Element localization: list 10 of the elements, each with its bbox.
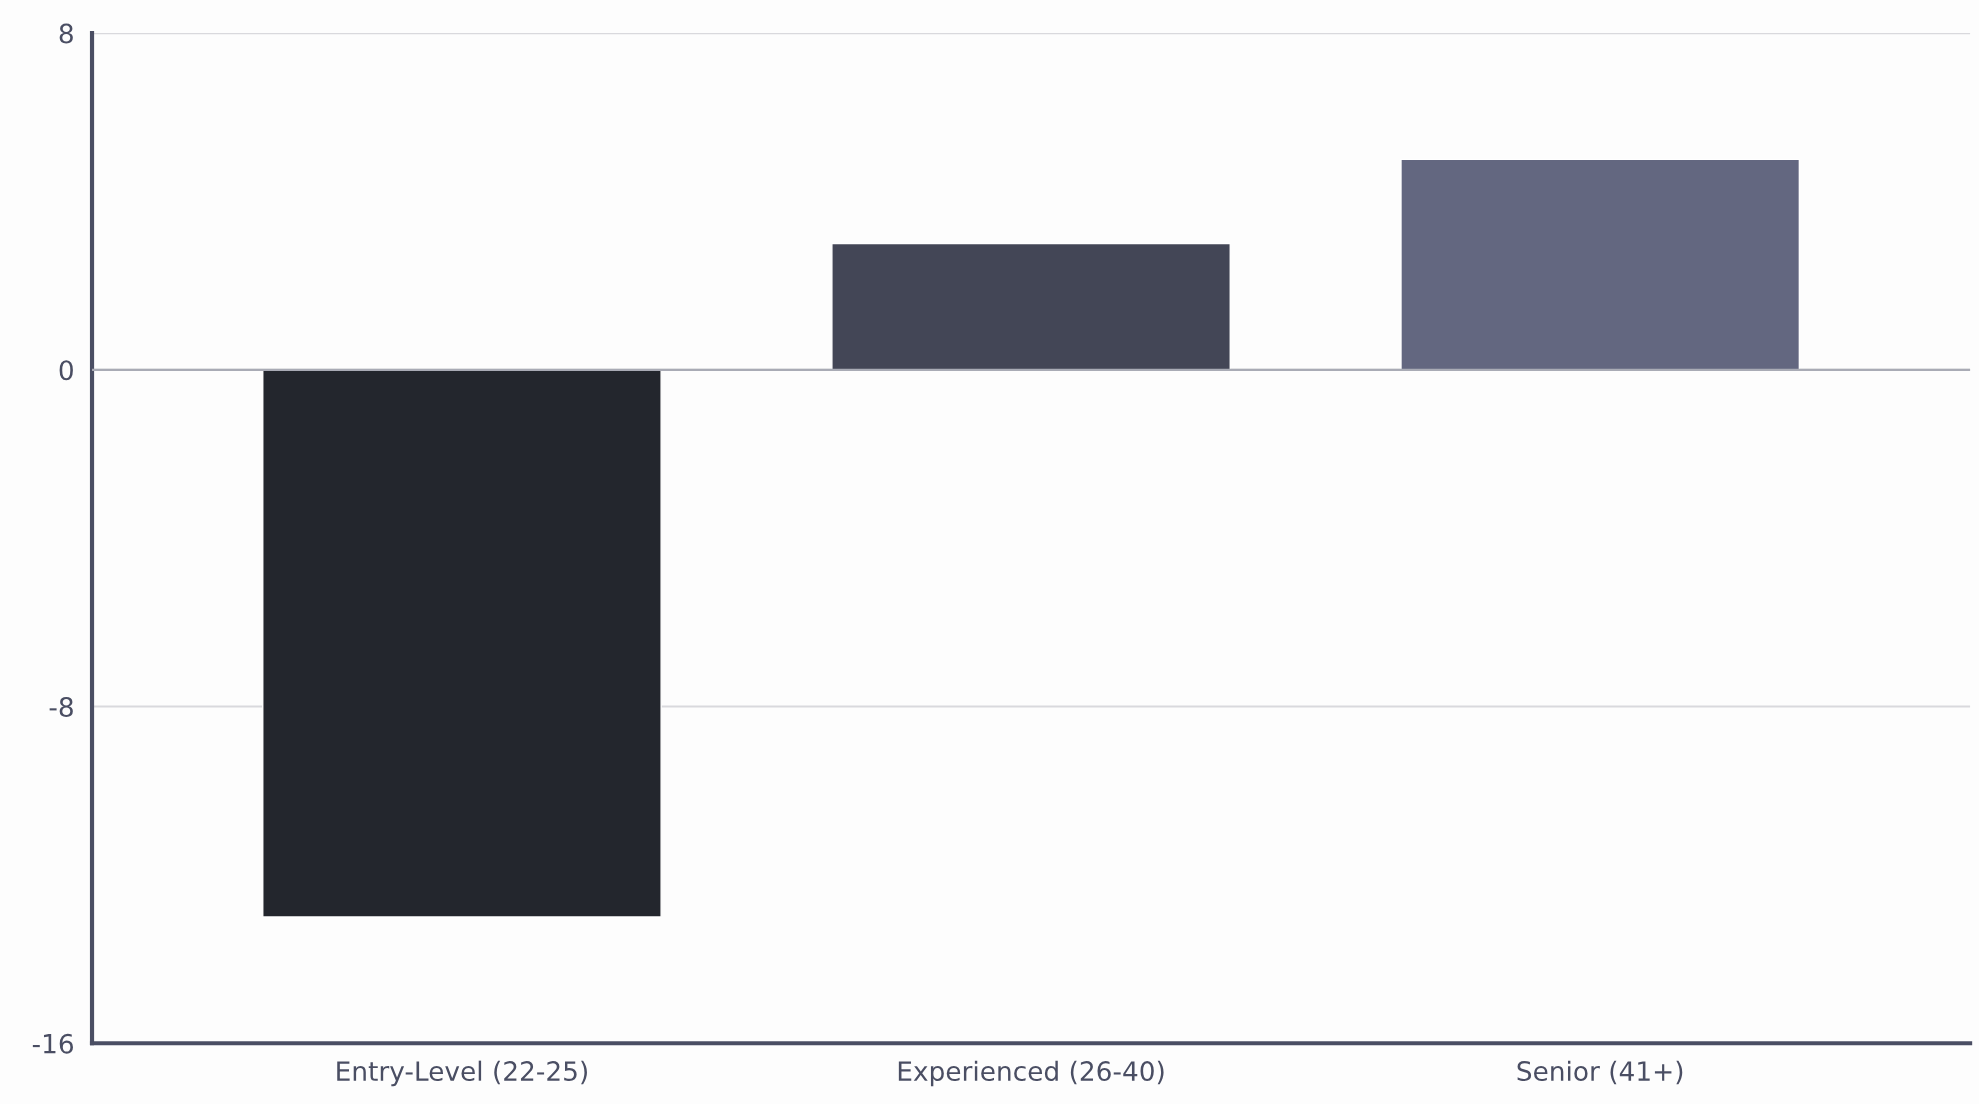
y-tick-label: -8 <box>49 697 73 717</box>
x-tick-label: Experienced (26-40) <box>898 1060 1164 1087</box>
bar <box>262 369 662 918</box>
y-tick-label: 8 <box>59 23 73 44</box>
y-tick-label: 0 <box>59 360 73 381</box>
x-tick-label: Entry-Level (22-25) <box>337 1060 587 1087</box>
y-tick-label: -16 <box>32 1033 73 1054</box>
bar <box>1400 158 1801 371</box>
bar <box>831 242 1231 371</box>
x-tick-label: Senior (41+) <box>1517 1060 1683 1085</box>
